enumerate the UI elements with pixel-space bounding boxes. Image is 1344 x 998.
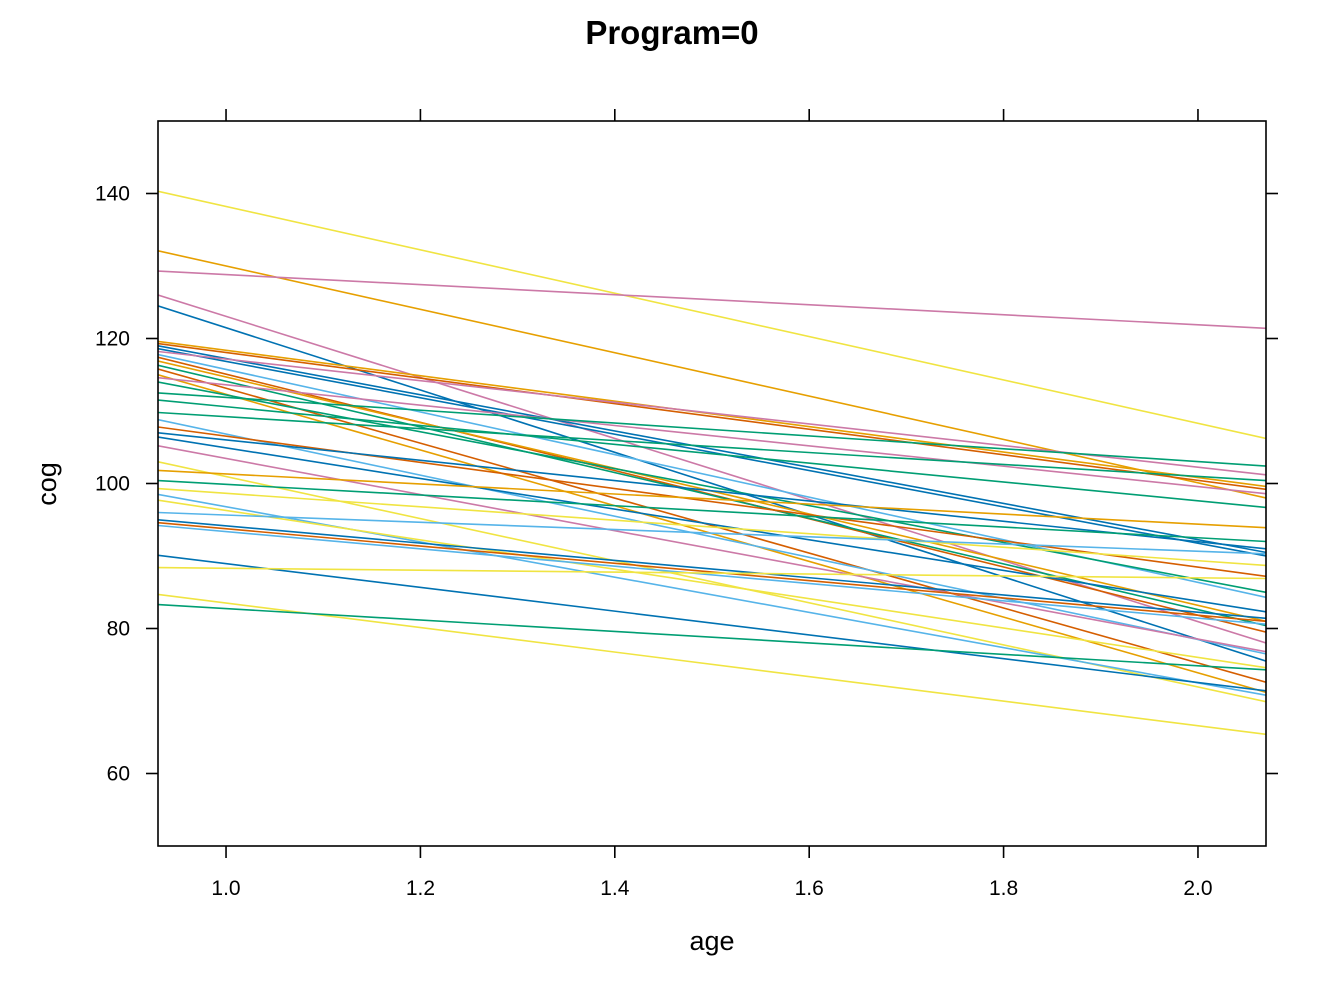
x-tick-label: 1.8 — [989, 877, 1018, 900]
x-axis-label: age — [689, 926, 734, 956]
series-line-22 — [158, 418, 1266, 655]
x-tick-label: 1.6 — [795, 877, 824, 900]
series-line-1 — [158, 190, 1266, 440]
y-tick-label: 60 — [107, 763, 130, 786]
chart-title: Program=0 — [585, 14, 758, 51]
series-line-30 — [158, 487, 1266, 567]
x-tick-label: 1.0 — [211, 877, 240, 900]
y-axis-label: cog — [32, 462, 62, 506]
series-line-15 — [158, 368, 1266, 683]
plot-area — [158, 190, 1266, 736]
x-axis: 1.0 1.2 1.4 1.6 1.8 2.0 — [211, 109, 1213, 900]
series-line-24 — [158, 432, 1266, 550]
series-line-20 — [158, 399, 1266, 509]
y-tick-label: 80 — [107, 618, 130, 641]
series-line-5 — [158, 305, 1266, 662]
series-line-34 — [158, 524, 1266, 625]
series-line-25 — [158, 436, 1266, 613]
series-line-39 — [158, 593, 1266, 736]
x-tick-label: 1.4 — [600, 877, 630, 900]
series-layer — [158, 190, 1266, 736]
series-line-3 — [158, 270, 1266, 330]
y-tick-label: 140 — [95, 183, 130, 206]
series-line-18 — [158, 381, 1266, 594]
x-tick-label: 1.2 — [406, 877, 435, 900]
series-line-17 — [158, 376, 1266, 495]
series-line-2 — [158, 250, 1266, 499]
series-line-28 — [158, 469, 1266, 529]
series-line-36 — [158, 521, 1266, 623]
series-line-29 — [158, 479, 1266, 543]
x-tick-label: 2.0 — [1183, 877, 1212, 900]
series-line-33 — [158, 511, 1266, 555]
series-line-40 — [158, 603, 1266, 671]
series-line-37 — [158, 554, 1266, 692]
y-tick-label: 120 — [95, 328, 130, 351]
series-line-19 — [158, 392, 1266, 467]
y-tick-label: 100 — [95, 473, 130, 496]
series-line-21 — [158, 411, 1266, 482]
series-line-4 — [158, 294, 1266, 644]
series-line-7 — [158, 342, 1266, 491]
series-line-35 — [158, 519, 1266, 620]
series-line-38 — [158, 566, 1266, 580]
series-line-9 — [158, 347, 1266, 557]
y-axis: 60 80 100 120 140 — [95, 183, 1278, 786]
series-line-32 — [158, 499, 1266, 669]
